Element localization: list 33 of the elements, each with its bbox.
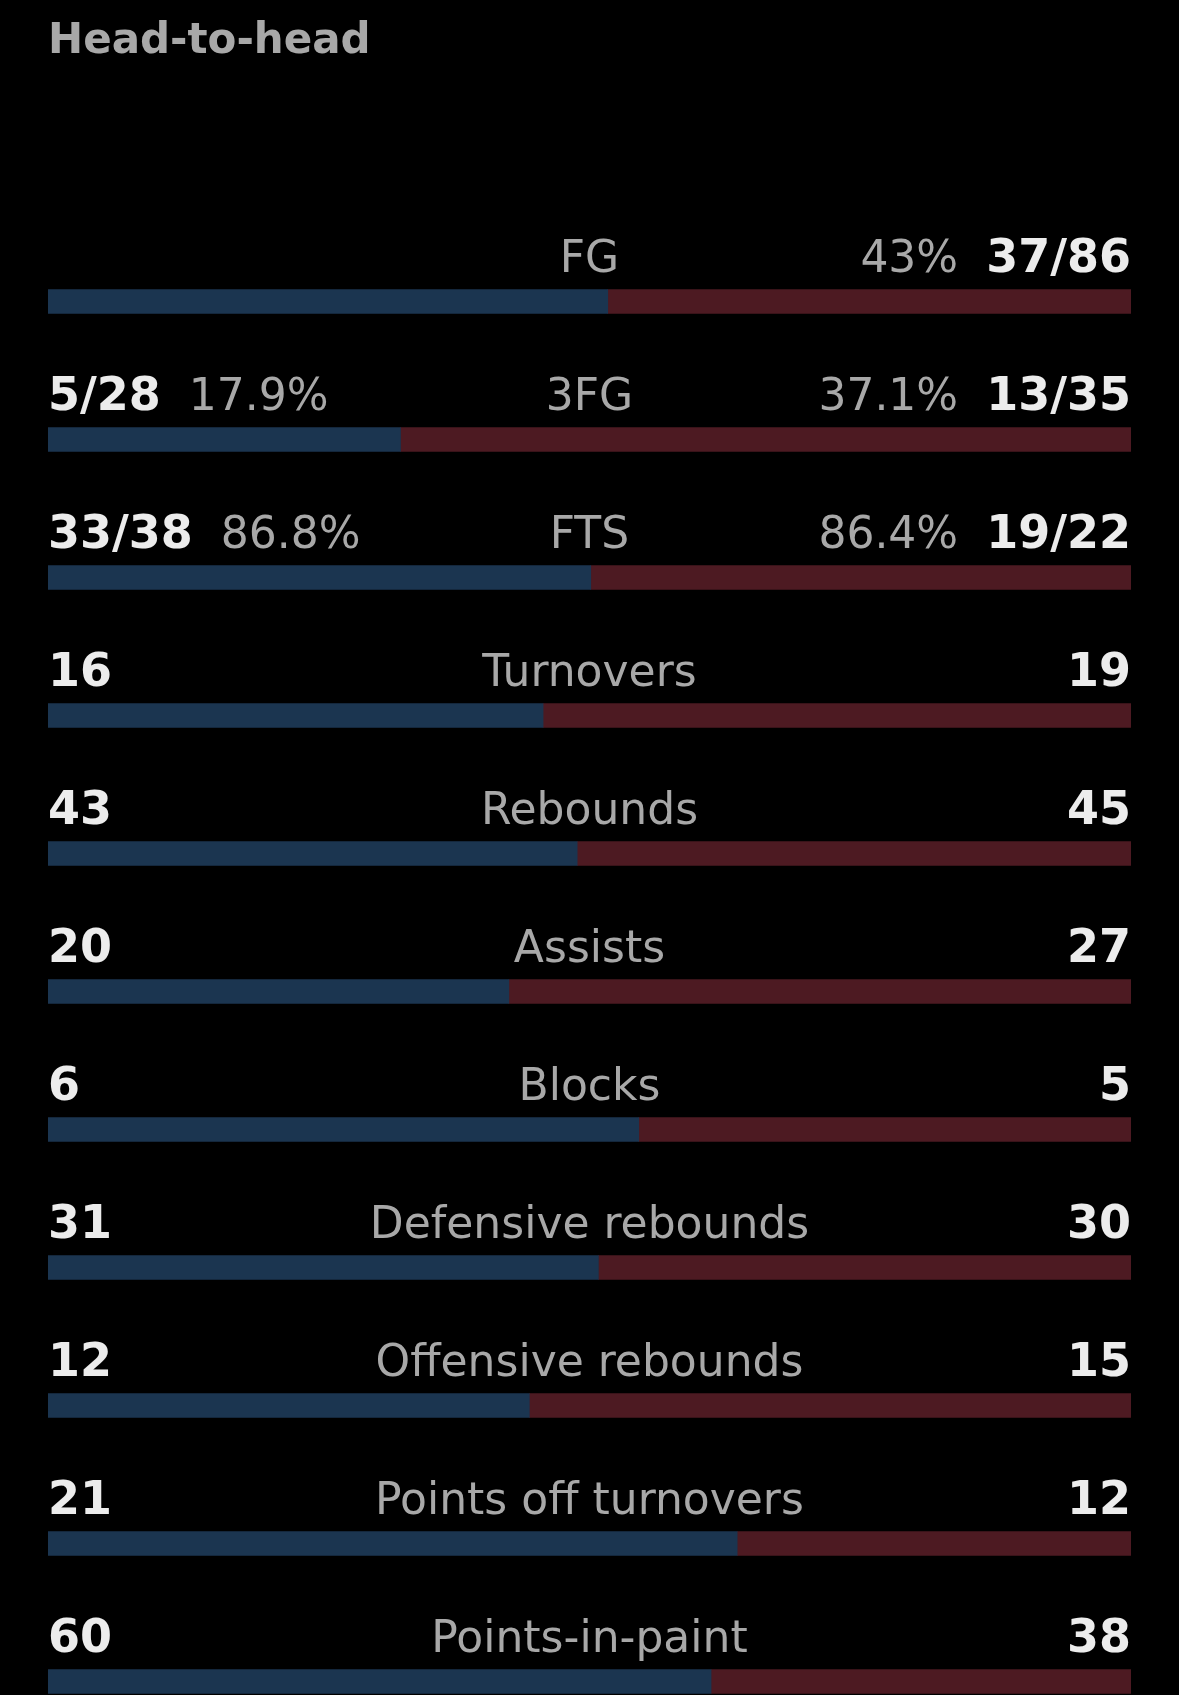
data-label: 6 [48,1056,81,1111]
data-label: 19 [1066,642,1131,697]
y-tick-label: FTS [549,506,630,558]
y-tick-label: Points off turnovers [375,1472,804,1524]
y-tick-label: FG [559,230,620,282]
y-tick-label: 3FG [545,368,634,420]
data-label: 31 [48,1194,113,1249]
y-tick-label: Defensive rebounds [369,1196,810,1248]
data-label: 5 [1098,1056,1132,1111]
data-label: 12 [48,1332,113,1387]
data-label: 86.4% 19/22 [818,504,1131,559]
data-label: 12 [1066,1470,1131,1525]
chart-title: Head-to-head [48,14,371,63]
data-label: 21 [48,1470,113,1525]
data-label: 33/38 86.8% [48,504,361,559]
data-label: 15 [1066,1332,1131,1387]
data-label: 27 [1066,918,1131,973]
y-tick-label: Rebounds [480,782,699,834]
data-label: 43% 37/86 [860,228,1131,283]
y-tick-label: Offensive rebounds [375,1334,804,1386]
data-label: 43 [48,780,113,835]
y-tick-label: Points-in-paint [431,1610,748,1662]
data-label: 37.1% 13/35 [818,366,1131,421]
data-label: 38 [1066,1608,1131,1663]
data-label: 60 [48,1608,113,1663]
data-label: 20 [48,918,113,973]
y-tick-label: Assists [513,920,666,972]
data-label: 5/28 17.9% [48,366,329,421]
data-label: 16 [48,642,113,697]
y-tick-label: Blocks [518,1058,661,1110]
y-tick-label: Turnovers [481,644,697,696]
data-label: 45 [1066,780,1131,835]
data-label: 30 [1066,1194,1131,1249]
